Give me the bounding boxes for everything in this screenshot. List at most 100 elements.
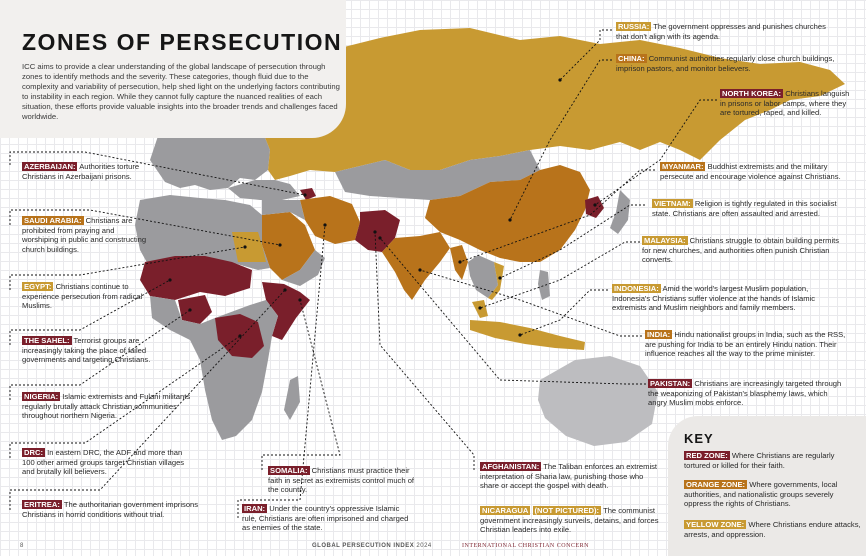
intro-text: ICC aims to provide a clear understandin… — [22, 62, 340, 121]
callout-india: INDIA: Hindu nationalist groups in India… — [645, 330, 848, 359]
callout-malaysia: MALAYSIA: Christians struggle to obtain … — [642, 236, 848, 265]
callout-somalia: SOMALIA: Christians must practice their … — [268, 466, 418, 495]
callout-name: NIGERIA: — [22, 392, 61, 401]
map-turkey — [228, 180, 300, 200]
callout-the-sahel: THE SAHEL: Terrorist groups are increasi… — [22, 336, 172, 365]
callout-name: MALAYSIA: — [642, 236, 688, 245]
callout-pakistan: PAKISTAN: Christians are increasingly ta… — [648, 379, 848, 408]
key-entry-text: Where Christians are regularly tortured … — [684, 451, 835, 470]
key-entry-text: Where Christians endure attacks, arrests… — [684, 520, 861, 539]
map-australia — [538, 356, 658, 446]
callout-text: Christians struggle to obtain building p… — [642, 236, 840, 265]
callout-name: CHINA: — [616, 54, 647, 63]
callout-name: INDONESIA: — [612, 284, 661, 293]
map-sahel — [140, 256, 252, 300]
footer-organization: INTERNATIONAL CHRISTIAN CONCERN — [462, 543, 589, 549]
callout-myanmar: MYANMAR: Buddhist extremists and the mil… — [660, 162, 848, 181]
callout-text: Christians continue to experience persec… — [22, 282, 143, 311]
key-entry-name: YELLOW ZONE: — [684, 520, 747, 529]
callout-name: THE SAHEL: — [22, 336, 72, 345]
map-japan — [610, 190, 630, 234]
callout-north-korea: NORTH KOREA: Christians languish in pris… — [720, 89, 852, 118]
callout-nigeria: NIGERIA: Islamic extremists and Fulani m… — [22, 392, 192, 421]
callout-text: Christians must practice their faith in … — [268, 466, 415, 495]
callout-text: Communist authorities regularly close ch… — [616, 54, 835, 73]
key-orange-zone: ORANGE ZONE: Where governments, local au… — [684, 480, 862, 509]
callout-name: SOMALIA: — [268, 466, 310, 475]
callout-saudi-arabia: SAUDI ARABIA: Christians are prohibited … — [22, 216, 150, 254]
callout-name: AFGHANISTAN: — [480, 462, 542, 471]
map-china — [425, 165, 590, 262]
callout-text: Hindu nationalist groups in India, such … — [645, 330, 846, 359]
map-iran — [300, 196, 360, 244]
key-entry-name: RED ZONE: — [684, 451, 730, 460]
callout-name: RUSSIA: — [616, 22, 652, 31]
key-entry-name: ORANGE ZONE: — [684, 480, 748, 489]
callout-name: IRAN: — [242, 504, 268, 513]
callout-iran: IRAN: Under the country's oppressive Isl… — [242, 504, 410, 533]
callout-text: Amid the world's largest Muslim populati… — [612, 284, 816, 313]
map-madagascar — [284, 376, 300, 420]
callout-azerbaijan: AZERBAIJAN: Authorities torture Christia… — [22, 162, 150, 181]
page-number: 8 — [20, 543, 24, 549]
map-vietnam — [488, 262, 504, 300]
callout-name: SAUDI ARABIA: — [22, 216, 84, 225]
page-title: ZONES OF PERSECUTION — [22, 29, 343, 55]
callout-text: Authorities torture Christians in Azerba… — [22, 162, 140, 181]
callout-text: The Taliban enforces an extremist interp… — [480, 462, 658, 491]
callout-text: Under the country's oppressive Islamic r… — [242, 504, 409, 533]
map-central-asia — [335, 150, 540, 200]
map-iraq-syria — [262, 200, 305, 220]
callout-russia: RUSSIA: The government oppresses and pun… — [616, 22, 830, 41]
footer-publication-name: GLOBAL PERSECUTION INDEX — [312, 543, 415, 549]
callout-text: The government oppresses and punishes ch… — [616, 22, 826, 41]
callout-text: Buddhist extremists and the military per… — [660, 162, 841, 181]
callout-text: Christians languish in prisons or labor … — [720, 89, 850, 118]
callout-name-extra: (NOT PICTURED): — [532, 506, 602, 515]
map-philippines — [538, 270, 550, 300]
callout-text: Islamic extremists and Fulani militants … — [22, 392, 191, 421]
map-india — [382, 232, 450, 300]
intro-panel: ZONES OF PERSECUTION ICC aims to provide… — [0, 0, 346, 138]
map-saudi-arabia — [262, 212, 315, 280]
map-egypt — [232, 232, 266, 262]
callout-afghanistan: AFGHANISTAN: The Taliban enforces an ext… — [480, 462, 660, 491]
callout-text: The communist government increasingly su… — [480, 506, 659, 535]
callout-name: NICARAGUA — [480, 506, 531, 515]
footer-publication: GLOBAL PERSECUTION INDEX 2024 — [312, 543, 432, 549]
callout-text: In eastern DRC, the ADF and more than 10… — [22, 448, 185, 477]
map-key: KEY RED ZONE: Where Christians are regul… — [668, 416, 866, 556]
callout-vietnam: VIETNAM: Religion is tightly regulated i… — [652, 199, 848, 218]
callout-name: DRC: — [22, 448, 45, 457]
callout-name: ERITREA: — [22, 500, 62, 509]
map-north-korea — [585, 196, 604, 218]
callout-indonesia: INDONESIA: Amid the world's largest Musl… — [612, 284, 848, 313]
map-russia — [250, 28, 845, 180]
callout-name: PAKISTAN: — [648, 379, 693, 388]
callout-china: CHINA: Communist authorities regularly c… — [616, 54, 836, 73]
callout-text: Christians are increasingly targeted thr… — [648, 379, 842, 408]
callout-name: AZERBAIJAN: — [22, 162, 78, 171]
callout-text: Terrorist groups are increasingly taking… — [22, 336, 151, 365]
map-nigeria — [178, 295, 212, 324]
key-yellow-zone: YELLOW ZONE: Where Christians endure att… — [684, 520, 862, 539]
callout-text: Religion is tightly regulated in this so… — [652, 199, 837, 218]
callout-name: EGYPT: — [22, 282, 54, 291]
callout-name: NORTH KOREA: — [720, 89, 784, 98]
callout-eritrea: ERITREA: The authoritarian government im… — [22, 500, 208, 519]
callout-nicaragua: NICARAGUA (NOT PICTURED): The communist … — [480, 506, 660, 535]
map-azerbaijan — [300, 188, 316, 200]
key-entry-text: Where governments, local authorities, an… — [684, 480, 838, 509]
callout-text: The authoritarian government imprisons C… — [22, 500, 199, 519]
map-horn-of-africa — [262, 282, 310, 340]
callout-name: MYANMAR: — [660, 162, 706, 171]
map-afghanistan-pakistan — [355, 210, 400, 252]
map-yemen-oman — [282, 250, 325, 286]
key-title: KEY — [684, 431, 714, 446]
callout-drc: DRC: In eastern DRC, the ADF and more th… — [22, 448, 196, 477]
key-red-zone: RED ZONE: Where Christians are regularly… — [684, 451, 862, 470]
map-indochina — [468, 255, 498, 298]
callout-name: INDIA: — [645, 330, 673, 339]
callout-text: Christians are prohibited from praying a… — [22, 216, 147, 254]
